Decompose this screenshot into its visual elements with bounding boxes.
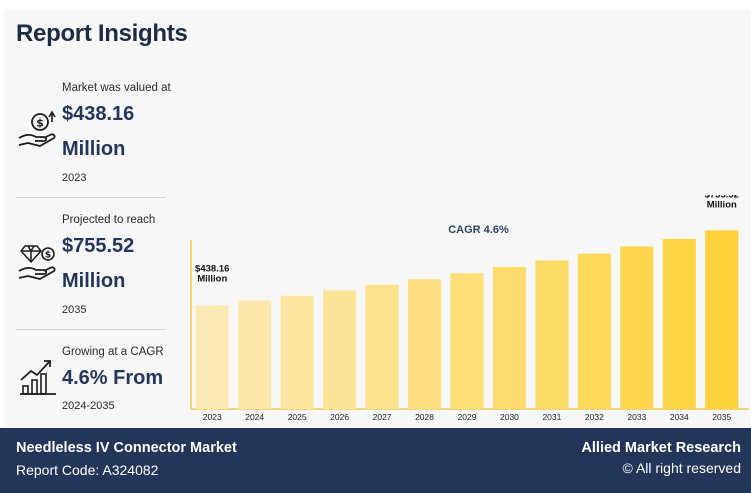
- footer-market-title: Needleless IV Connector Market: [16, 440, 237, 456]
- divider: [16, 197, 166, 198]
- stat-label: Growing at a CAGR: [62, 346, 164, 358]
- x-tick-label: 2029: [458, 412, 477, 422]
- bar: [238, 300, 272, 409]
- bar: [620, 246, 654, 409]
- cagr-annotation: CAGR 4.6%: [448, 224, 509, 236]
- page-title: Report Insights: [16, 20, 188, 47]
- money-hand-icon: $: [18, 110, 56, 147]
- x-tick-label: 2025: [288, 412, 307, 422]
- stat-value-unit: Million: [62, 270, 126, 292]
- stat-label: Market was valued at: [62, 82, 171, 94]
- x-tick-label: 2031: [542, 412, 561, 422]
- x-tick-label: 2030: [500, 412, 519, 422]
- bar: [492, 266, 527, 409]
- growth-chart-icon: [20, 360, 56, 395]
- diamond-hand-icon: $: [18, 245, 56, 280]
- stat-label: Projected to reach: [62, 214, 156, 226]
- bar: [450, 273, 484, 409]
- x-tick-label: 2027: [373, 412, 392, 422]
- bar: [323, 290, 357, 409]
- bar: [535, 260, 569, 409]
- stat-value: $755.52: [62, 235, 135, 257]
- bar: [577, 253, 611, 409]
- stat-year: 2023: [62, 172, 87, 184]
- x-tick-label: 2032: [585, 412, 604, 422]
- footer: Needleless IV Connector Market Report Co…: [0, 428, 751, 493]
- stat-year: 2035: [62, 304, 87, 316]
- bar: [407, 279, 442, 409]
- bar: [705, 230, 739, 409]
- bar: [365, 284, 399, 409]
- bar: [662, 238, 696, 409]
- stat-projected-value: $ Projected to reach $755.52 Million 203…: [14, 210, 168, 320]
- bar: [195, 305, 229, 409]
- data-label: $755.52: [705, 195, 739, 200]
- data-label-unit: Million: [707, 199, 737, 210]
- svg-text:$: $: [45, 251, 51, 261]
- footer-report-code: Report Code: A324082: [16, 462, 159, 478]
- footer-brand: Allied Market Research: [581, 440, 741, 456]
- data-label-unit: Million: [197, 273, 227, 284]
- x-tick-label: 2035: [712, 412, 731, 422]
- stat-value: $438.16: [62, 103, 135, 125]
- divider: [16, 329, 166, 330]
- stat-market-value: $ Market was valued at $438.16 Million 2…: [14, 78, 171, 188]
- x-tick-label: 2033: [627, 412, 646, 422]
- bar-chart: 2023 2024 2025 2026 2027 2028 2029 2030 2031 2032…: [190, 195, 749, 422]
- stat-cagr: Growing at a CAGR 4.6% From 2024-2035: [14, 342, 168, 422]
- data-label: $438.16: [195, 263, 229, 274]
- x-tick-label: 2026: [330, 412, 349, 422]
- stat-value-unit: Million: [62, 138, 126, 160]
- x-tick-label: 2023: [203, 412, 222, 422]
- svg-text:$: $: [36, 117, 44, 130]
- x-tick-label: 2024: [245, 412, 264, 422]
- x-tick-label: 2028: [415, 412, 434, 422]
- x-tick-label: 2034: [670, 412, 689, 422]
- bar: [280, 295, 314, 409]
- stat-year: 2024-2035: [62, 400, 115, 412]
- footer-rights: © All right reserved: [622, 460, 741, 476]
- stat-value: 4.6% From: [62, 367, 164, 389]
